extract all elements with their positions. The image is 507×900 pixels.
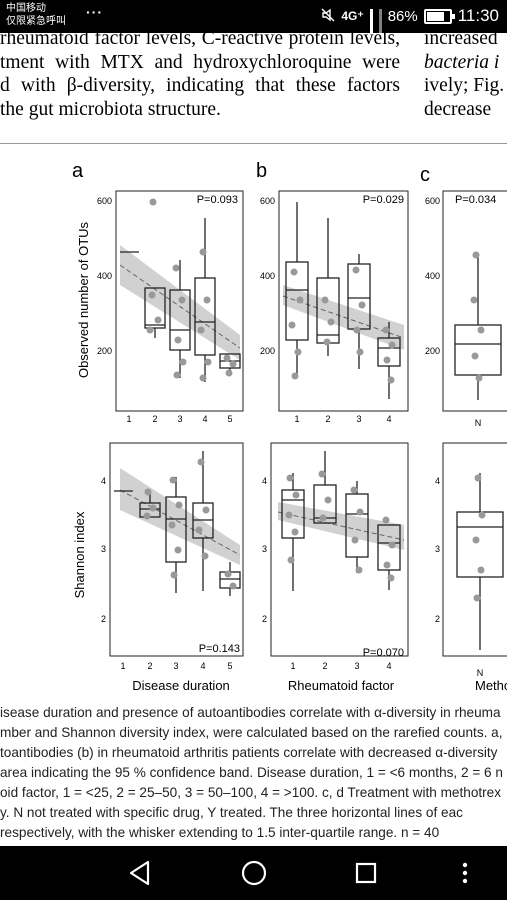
recent-apps-button[interactable] xyxy=(346,846,386,900)
y-tick-label: 600 xyxy=(97,196,112,206)
x-axis-label: Metho xyxy=(475,678,507,693)
panel-label-b: b xyxy=(256,160,267,182)
p-value-label: P=0.029 xyxy=(363,194,404,206)
x-tick-label: 2 xyxy=(325,414,330,424)
panel-label-c: c xyxy=(420,164,430,186)
carrier-info: 中国移动 仅限紧急呼叫 xyxy=(6,2,66,28)
x-axis-label: Rheumatoid factor xyxy=(288,678,395,693)
notification-more-icon: ··· xyxy=(86,4,103,20)
back-button[interactable] xyxy=(120,846,160,900)
y-axis-label-shannon: Shannon index xyxy=(72,511,87,598)
signal-icon xyxy=(369,9,373,44)
x-tick-label: 4 xyxy=(200,661,205,671)
y-axis-label-otus: Observed number of OTUs xyxy=(76,221,91,378)
caption-line: respectively, with the whisker extending… xyxy=(0,825,440,840)
body-line: d with β-diversity, indicating that thes… xyxy=(0,75,400,96)
caption-line: oid factor, 1 = <25, 2 = 25–50, 3 = 50–1… xyxy=(0,785,502,800)
mute-icon xyxy=(321,8,335,25)
y-tick-label: 4 xyxy=(101,476,106,486)
y-tick-label: 600 xyxy=(260,196,275,206)
x-tick-label: 4 xyxy=(386,414,391,424)
network-type-label: 4G⁺ xyxy=(341,9,364,23)
x-tick-label: 5 xyxy=(227,414,232,424)
p-value-label: P=0.093 xyxy=(197,194,238,206)
caption-line: y. N not treated with specific drug, Y t… xyxy=(0,805,463,820)
x-tick-label: N xyxy=(475,418,482,428)
panel-label-a: a xyxy=(72,160,84,182)
carrier-name: 中国移动 xyxy=(6,3,46,14)
y-tick-label: 200 xyxy=(260,346,275,356)
body-line: rheumatoid factor levels, C-reactive pro… xyxy=(0,28,400,49)
y-tick-label: 2 xyxy=(262,614,267,624)
x-tick-label: 4 xyxy=(386,661,391,671)
x-tick-label: 5 xyxy=(227,661,232,671)
p-value-label: P=0.070 xyxy=(363,647,404,659)
y-tick-label: 3 xyxy=(435,544,440,554)
panel-c-top: 200 400 600 P=0.034 N xyxy=(425,190,507,428)
paper-body-text-right-column: increased bacteria i ively; Fig. decreas… xyxy=(424,27,504,121)
body-line: the gut microbiota structure. xyxy=(0,98,221,120)
x-tick-label: 1 xyxy=(294,414,299,424)
caption-line: area indicating the 95 % confidence band… xyxy=(0,765,503,780)
panel-a-top: 200 400 600 P=0.093 1 2 3 4 5 xyxy=(97,190,244,424)
caption-line: mber and Shannon diversity index, were c… xyxy=(0,725,503,740)
p-value-label: P=0.143 xyxy=(199,643,240,655)
body-line: bacteria i xyxy=(424,51,500,73)
body-line: increased xyxy=(424,28,498,49)
panel-a-bottom: 2 3 4 P=0.143 1 2 3 4 5 Disease duration xyxy=(101,442,244,693)
battery-percent: 86% xyxy=(387,7,418,25)
signal-2-icon xyxy=(378,9,382,44)
x-tick-label: N xyxy=(477,668,484,678)
recent-square-icon xyxy=(355,862,377,884)
figure-caption: isease duration and presence of autoanti… xyxy=(0,703,507,843)
back-triangle-icon xyxy=(129,860,150,886)
y-tick-label: 600 xyxy=(425,196,440,206)
more-menu-button[interactable] xyxy=(450,846,480,900)
y-tick-label: 400 xyxy=(260,271,275,281)
navigation-bar xyxy=(0,846,507,900)
x-tick-label: 2 xyxy=(147,661,152,671)
y-tick-label: 400 xyxy=(425,271,440,281)
paper-body-text: rheumatoid factor levels, C-reactive pro… xyxy=(0,27,400,121)
status-bar: 中国移动 仅限紧急呼叫 ··· 4G⁺ 86% 11:30 xyxy=(0,0,507,44)
x-tick-label: 1 xyxy=(126,414,131,424)
battery-icon xyxy=(423,8,455,24)
clock: 11:30 xyxy=(457,6,499,25)
more-vertical-icon xyxy=(462,862,468,884)
panel-c-bottom: 2 3 4 N Metho xyxy=(435,442,507,693)
x-tick-label: 3 xyxy=(356,414,361,424)
x-tick-label: 1 xyxy=(120,661,125,671)
home-button[interactable] xyxy=(234,846,274,900)
y-tick-label: 400 xyxy=(97,271,112,281)
panel-b-bottom: 2 3 4 P=0.070 1 2 3 4 Rheumatoid factor xyxy=(262,442,409,693)
y-tick-label: 2 xyxy=(435,614,440,624)
y-tick-label: 4 xyxy=(262,476,267,486)
y-tick-label: 3 xyxy=(101,544,106,554)
home-circle-icon xyxy=(241,860,267,886)
y-tick-label: 200 xyxy=(425,346,440,356)
x-axis-label: Disease duration xyxy=(132,678,230,693)
y-tick-label: 3 xyxy=(262,544,267,554)
boxplot-figure: a b c Observed number of OTUs Shannon in… xyxy=(72,160,507,693)
x-tick-label: 2 xyxy=(322,661,327,671)
p-value-label: P=0.034 xyxy=(455,194,496,206)
x-tick-label: 2 xyxy=(152,414,157,424)
y-tick-label: 2 xyxy=(101,614,106,624)
x-tick-label: 4 xyxy=(202,414,207,424)
body-line: decrease xyxy=(424,98,492,120)
x-tick-label: 1 xyxy=(290,661,295,671)
emergency-only-text: 仅限紧急呼叫 xyxy=(6,16,66,27)
x-tick-label: 3 xyxy=(173,661,178,671)
caption-line: isease duration and presence of autoanti… xyxy=(0,705,501,720)
caption-line: toantibodies (b) in rheumatoid arthritis… xyxy=(0,745,498,760)
panel-b-top: 200 400 600 P=0.029 1 2 3 4 xyxy=(260,190,409,424)
x-tick-label: 3 xyxy=(354,661,359,671)
y-tick-label: 4 xyxy=(435,476,440,486)
y-tick-label: 200 xyxy=(97,346,112,356)
x-tick-label: 3 xyxy=(177,414,182,424)
body-line: tment with MTX and hydroxychloroquine we… xyxy=(0,51,400,73)
divider xyxy=(0,143,507,144)
body-line: ively; Fig. xyxy=(424,75,505,96)
